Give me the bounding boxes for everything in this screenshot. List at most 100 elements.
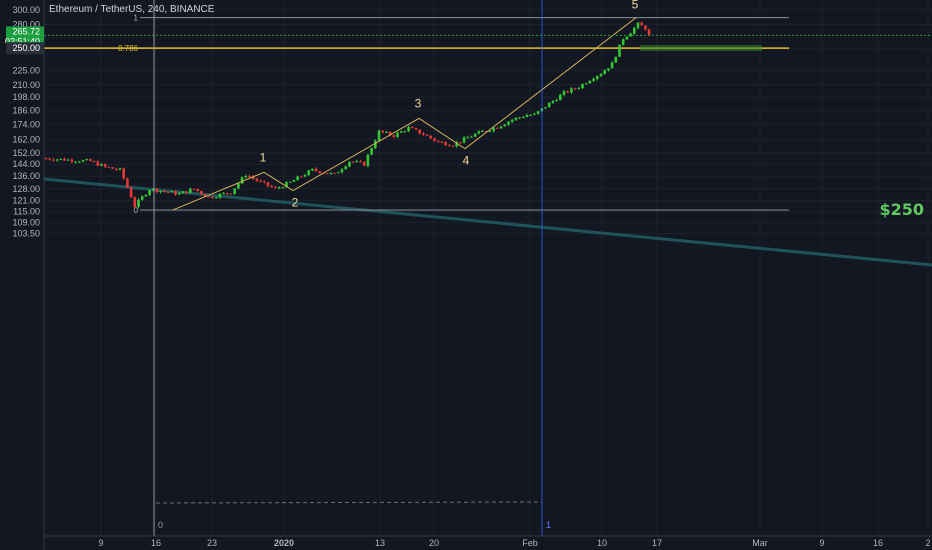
candle-body xyxy=(366,154,370,166)
candle-body xyxy=(488,130,492,132)
price-tick-label: 280.00 xyxy=(12,19,40,29)
candle-body xyxy=(448,145,451,147)
candle-body xyxy=(214,197,218,199)
candle-body xyxy=(148,189,151,195)
candle-body xyxy=(233,188,236,194)
candle-body xyxy=(281,187,285,189)
chart-title: Ethereum / TetherUS, 240, BINANCE xyxy=(49,4,215,15)
candle-body xyxy=(318,171,322,174)
candle-body xyxy=(185,191,188,193)
candle-body xyxy=(255,178,259,181)
fib-retracement: 1 0.786 0 xyxy=(44,14,789,215)
time-tick-label: 17 xyxy=(652,538,662,548)
price-tick-label: 198.00 xyxy=(12,92,40,102)
candle-body xyxy=(477,131,481,134)
candle-body xyxy=(111,167,114,169)
target-price-label: $250 xyxy=(879,200,924,219)
candle-body xyxy=(222,193,225,195)
price-tick-label: 320.00 xyxy=(12,0,40,1)
candle-body xyxy=(370,148,373,155)
time-tick-label: 2020 xyxy=(274,538,294,548)
candle-body xyxy=(374,140,377,149)
time-tick-label: 23 xyxy=(207,538,217,548)
candle-body xyxy=(333,172,336,174)
price-tick-label: 152.00 xyxy=(12,148,40,158)
candle-body xyxy=(510,119,514,122)
candle-body xyxy=(485,131,488,133)
candle-body xyxy=(89,159,92,162)
candle-body xyxy=(455,142,458,147)
candle-body xyxy=(603,70,606,75)
wave-label-3: 3 xyxy=(415,96,422,110)
candle-body xyxy=(610,62,614,69)
time-axis[interactable]: 9 16 23 2020 13 20 Feb 10 17 Mar 9 16 2 xyxy=(44,535,932,548)
candle-body xyxy=(618,44,621,57)
candle-body xyxy=(499,126,503,129)
candle-body xyxy=(351,161,355,163)
trendline xyxy=(43,177,932,267)
candle-body xyxy=(636,22,640,28)
candle-body xyxy=(362,161,366,166)
candle-body xyxy=(314,168,318,172)
candle-body xyxy=(100,164,103,166)
time-tick-label: 13 xyxy=(375,538,385,548)
fib-level-label: 0 xyxy=(134,206,139,215)
candle-body xyxy=(181,191,185,194)
candle-body xyxy=(607,68,610,71)
candle-body xyxy=(570,88,573,93)
candle-body xyxy=(144,194,148,197)
candle-body xyxy=(440,141,444,143)
candle-body xyxy=(170,191,174,193)
candle-body xyxy=(70,159,74,162)
candle-body xyxy=(118,168,122,170)
wave-label-4: 4 xyxy=(463,154,470,168)
candle-body xyxy=(422,133,425,135)
candle-body xyxy=(325,173,329,175)
price-tick-label: 115.00 xyxy=(13,206,40,216)
candle-body xyxy=(307,170,310,176)
candle-body xyxy=(115,168,118,170)
candle-body xyxy=(103,164,107,167)
candle-body xyxy=(274,187,277,189)
candle-body xyxy=(129,187,133,198)
price-axis[interactable]: 420.00380.00360.00340.00320.00300.00280.… xyxy=(5,0,45,550)
candle-body xyxy=(155,188,159,193)
candle-body xyxy=(507,121,510,125)
candle-body xyxy=(451,145,455,147)
candle-body xyxy=(644,25,647,30)
candle-body xyxy=(599,74,603,76)
candle-body xyxy=(122,168,125,179)
fib-level-label: 0.786 xyxy=(118,44,139,53)
fib-level-label: 1 xyxy=(134,14,139,23)
candle-body xyxy=(459,142,462,144)
time-tick-label: 16 xyxy=(873,538,883,548)
candle-body xyxy=(277,187,281,189)
candle-body xyxy=(63,158,66,161)
candle-body xyxy=(392,135,396,137)
candle-body xyxy=(525,115,529,117)
candle-body xyxy=(337,172,340,174)
price-tick-label: 136.00 xyxy=(12,171,40,181)
candle-body xyxy=(270,185,273,188)
candle-body xyxy=(403,131,407,133)
candlesticks xyxy=(44,21,651,209)
candle-body xyxy=(462,137,466,143)
candle-body xyxy=(244,176,248,178)
descending-trendline xyxy=(43,177,932,267)
candle-body xyxy=(340,169,344,173)
candle-body xyxy=(629,33,632,37)
candle-body xyxy=(92,161,96,163)
candle-body xyxy=(166,191,170,193)
candle-body xyxy=(418,129,421,134)
candle-body xyxy=(177,193,181,195)
candle-body xyxy=(592,78,595,81)
candle-body xyxy=(425,134,429,136)
candle-body xyxy=(555,100,558,102)
candle-body xyxy=(388,131,392,136)
target-zone xyxy=(640,45,762,52)
price-tick-label: 186.00 xyxy=(12,105,40,115)
candle-body xyxy=(66,159,70,161)
candle-body xyxy=(48,158,51,160)
candle-body xyxy=(303,175,307,177)
